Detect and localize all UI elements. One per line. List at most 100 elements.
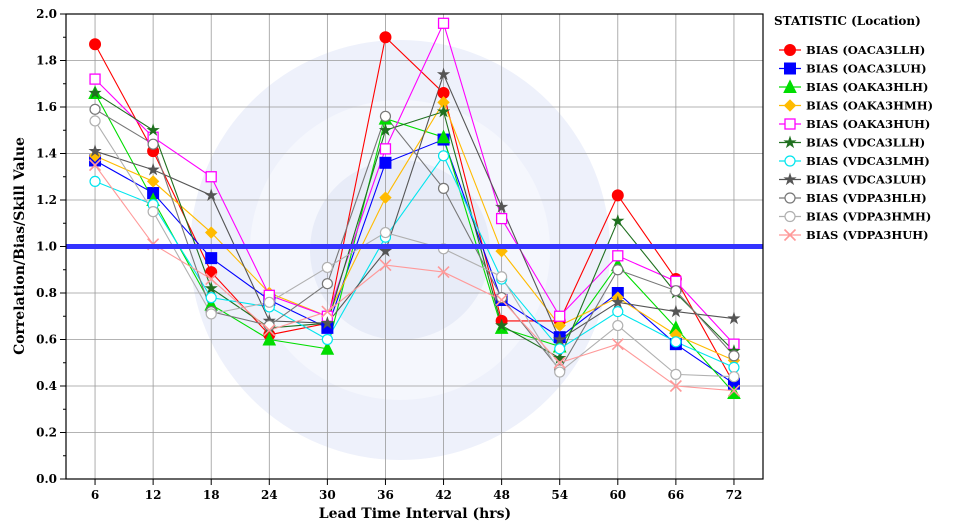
data-point bbox=[263, 319, 275, 332]
data-point bbox=[783, 228, 797, 242]
x-tick-label: 60 bbox=[609, 488, 626, 502]
data-point bbox=[205, 272, 218, 286]
data-point bbox=[321, 278, 333, 290]
data-point bbox=[784, 192, 796, 204]
data-point bbox=[496, 292, 508, 304]
x-tick-label: 66 bbox=[668, 488, 685, 502]
x-tick-label: 12 bbox=[145, 488, 162, 502]
series-group bbox=[94, 164, 735, 392]
data-point bbox=[495, 318, 509, 332]
data-point bbox=[727, 385, 741, 399]
data-point bbox=[89, 115, 101, 127]
y-tick-label: 1.4 bbox=[36, 147, 57, 161]
data-point bbox=[89, 175, 101, 187]
legend-item: BIAS (OAKA3HUH) bbox=[779, 117, 930, 131]
data-point bbox=[784, 62, 796, 75]
y-tick-label: 2.0 bbox=[36, 7, 57, 21]
data-point bbox=[205, 266, 218, 279]
data-point bbox=[728, 371, 740, 383]
data-point bbox=[436, 104, 451, 118]
data-point bbox=[670, 336, 682, 348]
legend-item: BIAS (VDPA3HMH) bbox=[779, 210, 931, 224]
series-group bbox=[94, 108, 735, 371]
series-markers bbox=[88, 67, 741, 346]
data-point bbox=[379, 143, 392, 155]
x-tick-label: 18 bbox=[203, 488, 220, 502]
legend-title: STATISTIC (Location) bbox=[774, 14, 921, 28]
data-point bbox=[728, 361, 740, 373]
data-point bbox=[205, 308, 217, 320]
data-point bbox=[496, 271, 508, 283]
data-point bbox=[554, 343, 566, 355]
x-tick-label: 42 bbox=[435, 488, 452, 502]
data-point bbox=[436, 129, 451, 144]
y-tick-label: 0.8 bbox=[36, 286, 57, 300]
data-point bbox=[320, 316, 334, 329]
data-point bbox=[783, 79, 797, 93]
data-point bbox=[379, 110, 392, 122]
series-group bbox=[94, 92, 735, 359]
data-point bbox=[669, 379, 682, 393]
legend-item: BIAS (VDCA3LUH) bbox=[779, 173, 927, 187]
series-group bbox=[94, 120, 734, 378]
series-line bbox=[94, 72, 735, 341]
data-point bbox=[205, 226, 218, 239]
legend-item: BIAS (OAKA3HMH) bbox=[779, 99, 933, 113]
data-point bbox=[146, 162, 160, 176]
legend-label: BIAS (OACA3LUH) bbox=[806, 62, 927, 76]
data-point bbox=[784, 118, 796, 130]
data-point bbox=[89, 38, 102, 51]
axes: 0.0 0.2 0.4 0.6 0.8 1.0 1.2 1.4 1.6 1.8 2.0 6 12 18 24… bbox=[36, 7, 764, 502]
legend-item: BIAS (OAKA3HLH) bbox=[779, 79, 928, 94]
data-point bbox=[437, 182, 450, 194]
data-point bbox=[378, 244, 393, 257]
y-tick-label: 1.2 bbox=[36, 193, 57, 207]
series-line bbox=[94, 36, 735, 384]
series-group bbox=[94, 21, 735, 345]
series-line bbox=[94, 21, 735, 345]
data-point bbox=[321, 261, 333, 274]
series-markers bbox=[89, 150, 740, 373]
data-point bbox=[553, 319, 566, 332]
data-point bbox=[321, 305, 334, 318]
data-point bbox=[612, 250, 624, 262]
x-tick-label: 36 bbox=[377, 488, 394, 502]
y-tick-label: 0.6 bbox=[36, 333, 57, 347]
series-layer bbox=[88, 17, 741, 399]
data-point bbox=[147, 206, 159, 218]
data-point bbox=[321, 333, 333, 346]
data-point bbox=[495, 212, 508, 225]
data-point bbox=[147, 138, 159, 150]
y-tick-label: 0.0 bbox=[36, 472, 57, 486]
data-point bbox=[379, 156, 392, 169]
series-line bbox=[94, 92, 735, 359]
data-point bbox=[554, 310, 566, 322]
x-tick-label: 48 bbox=[493, 488, 510, 502]
data-point bbox=[205, 292, 217, 304]
series-markers bbox=[89, 115, 740, 383]
data-point bbox=[263, 296, 275, 308]
data-point bbox=[89, 103, 101, 115]
series-line bbox=[94, 164, 735, 392]
data-point bbox=[783, 172, 797, 186]
legend-label: BIAS (OACA3LLH) bbox=[806, 43, 925, 57]
data-point bbox=[262, 331, 277, 346]
data-point bbox=[89, 73, 101, 85]
x-tick-label: 6 bbox=[91, 488, 99, 502]
data-point bbox=[379, 191, 392, 204]
x-tick-label: 24 bbox=[261, 488, 278, 502]
data-point bbox=[727, 311, 741, 325]
series-line bbox=[94, 120, 734, 378]
data-point bbox=[554, 366, 566, 378]
data-point bbox=[784, 44, 796, 56]
x-tick-label: 72 bbox=[726, 488, 743, 502]
data-point bbox=[670, 368, 682, 380]
series-line bbox=[94, 108, 735, 371]
data-point bbox=[437, 266, 450, 279]
data-point bbox=[205, 171, 217, 183]
data-point bbox=[263, 324, 276, 337]
series-group bbox=[94, 72, 735, 341]
y-tick-label: 0.2 bbox=[36, 426, 57, 440]
x-tick-label: 30 bbox=[319, 488, 336, 502]
